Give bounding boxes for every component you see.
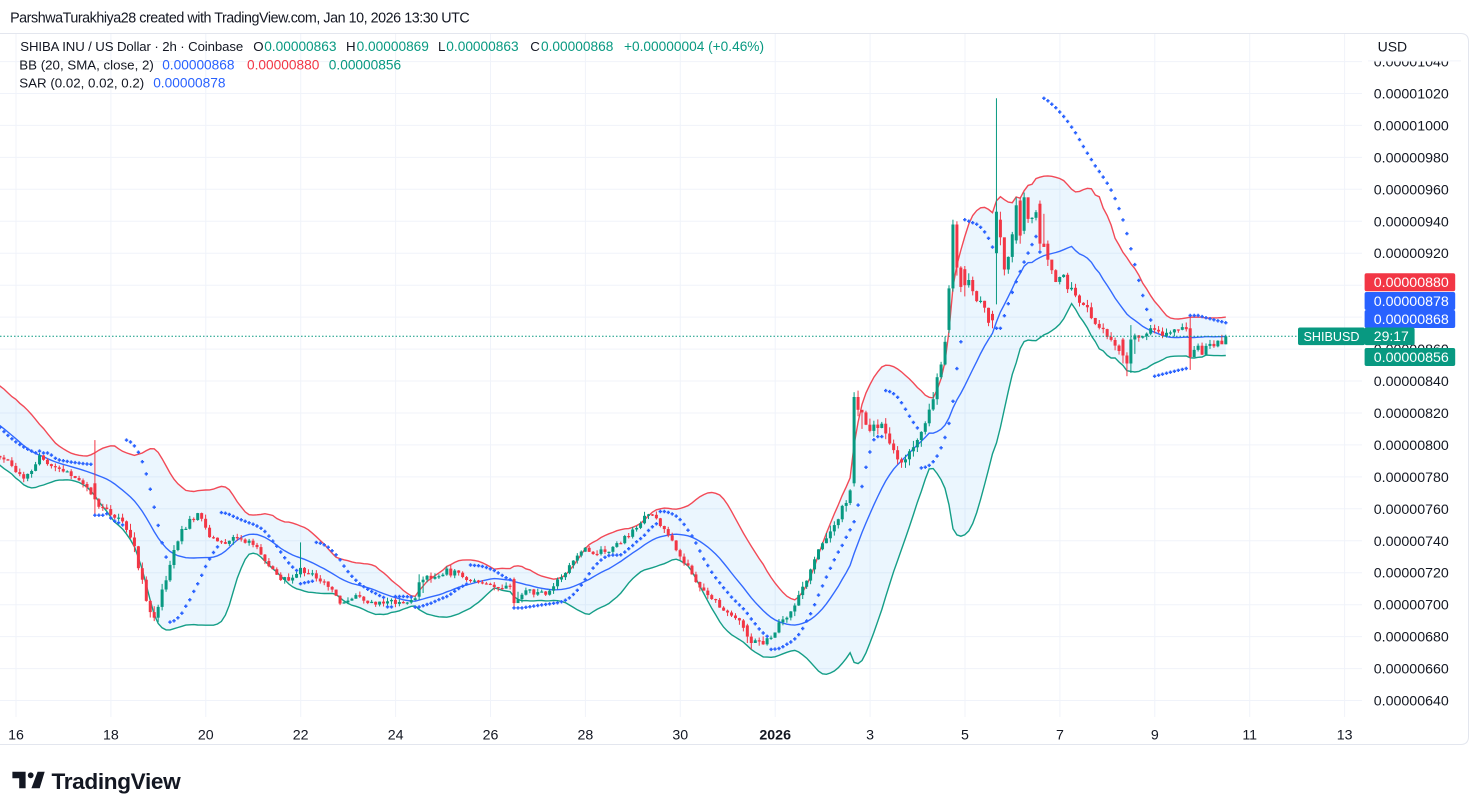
svg-text:0.00000640: 0.00000640 [1374,694,1449,710]
svg-text:+0.00000004 (+0.46%): +0.00000004 (+0.46%) [624,39,764,54]
svg-text:0.00000660: 0.00000660 [1374,662,1449,678]
svg-text:SHIBA INU / US Dollar · 2h · C: SHIBA INU / US Dollar · 2h · Coinbase [20,39,243,54]
svg-text:0.00000800: 0.00000800 [1374,438,1449,454]
svg-text:TradingView: TradingView [52,769,182,794]
svg-text:L: L [438,39,445,54]
svg-text:ParshwaTurakhiya28 created wit: ParshwaTurakhiya28 created with TradingV… [10,11,469,27]
svg-text:3: 3 [866,727,874,743]
svg-text:13: 13 [1337,727,1353,743]
svg-text:0.00000740: 0.00000740 [1374,534,1449,550]
svg-text:18: 18 [103,727,119,743]
svg-text:0.00000878: 0.00000878 [153,76,226,91]
svg-text:0.00000880: 0.00000880 [247,57,320,72]
svg-text:SHIBUSD: SHIBUSD [1304,330,1360,344]
svg-text:0.00000869: 0.00000869 [357,39,429,54]
svg-text:0.00000863: 0.00000863 [446,39,519,54]
svg-text:0.00000840: 0.00000840 [1374,374,1449,390]
svg-text:0.00000780: 0.00000780 [1374,470,1449,486]
svg-text:0.00000856: 0.00000856 [329,57,402,72]
svg-text:USD: USD [1378,39,1408,55]
svg-text:C: C [530,39,540,54]
svg-text:0.00000856: 0.00000856 [1374,350,1449,366]
svg-text:28: 28 [578,727,594,743]
svg-text:0.00000980: 0.00000980 [1374,150,1449,166]
svg-text:0.00000720: 0.00000720 [1374,566,1449,582]
svg-text:0.00000878: 0.00000878 [1374,294,1449,310]
svg-text:BB (20, SMA, close, 2): BB (20, SMA, close, 2) [19,57,154,72]
svg-text:20: 20 [198,727,214,743]
svg-text:0.00001020: 0.00001020 [1374,87,1449,103]
svg-text:SAR (0.02, 0.02, 0.2): SAR (0.02, 0.02, 0.2) [19,76,144,91]
svg-text:0.00000920: 0.00000920 [1374,246,1449,262]
svg-text:0.00000940: 0.00000940 [1374,214,1449,230]
svg-text:9: 9 [1151,727,1159,743]
svg-text:0.00000868: 0.00000868 [1374,312,1449,328]
svg-text:29:17: 29:17 [1374,328,1409,344]
svg-text:16: 16 [8,727,24,743]
svg-text:0.00000820: 0.00000820 [1374,406,1449,422]
svg-text:26: 26 [483,727,499,743]
svg-text:2026: 2026 [759,727,791,743]
svg-text:0.00000760: 0.00000760 [1374,502,1449,518]
svg-text:0.00000868: 0.00000868 [541,39,614,54]
svg-text:0.00000868: 0.00000868 [162,57,235,72]
svg-text:5: 5 [961,727,969,743]
svg-text:H: H [346,39,356,54]
svg-text:7: 7 [1056,727,1064,743]
svg-text:0.00000880: 0.00000880 [1374,275,1449,291]
svg-text:30: 30 [672,727,688,743]
svg-text:24: 24 [388,727,404,743]
svg-text:22: 22 [293,727,309,743]
svg-text:0.00000680: 0.00000680 [1374,630,1449,646]
svg-text:0.00000700: 0.00000700 [1374,598,1449,614]
svg-text:11: 11 [1242,727,1257,743]
svg-text:0.00001000: 0.00001000 [1374,118,1449,134]
svg-text:0.00000960: 0.00000960 [1374,182,1449,198]
svg-text:O: O [253,39,263,54]
svg-text:0.00000863: 0.00000863 [264,39,337,54]
